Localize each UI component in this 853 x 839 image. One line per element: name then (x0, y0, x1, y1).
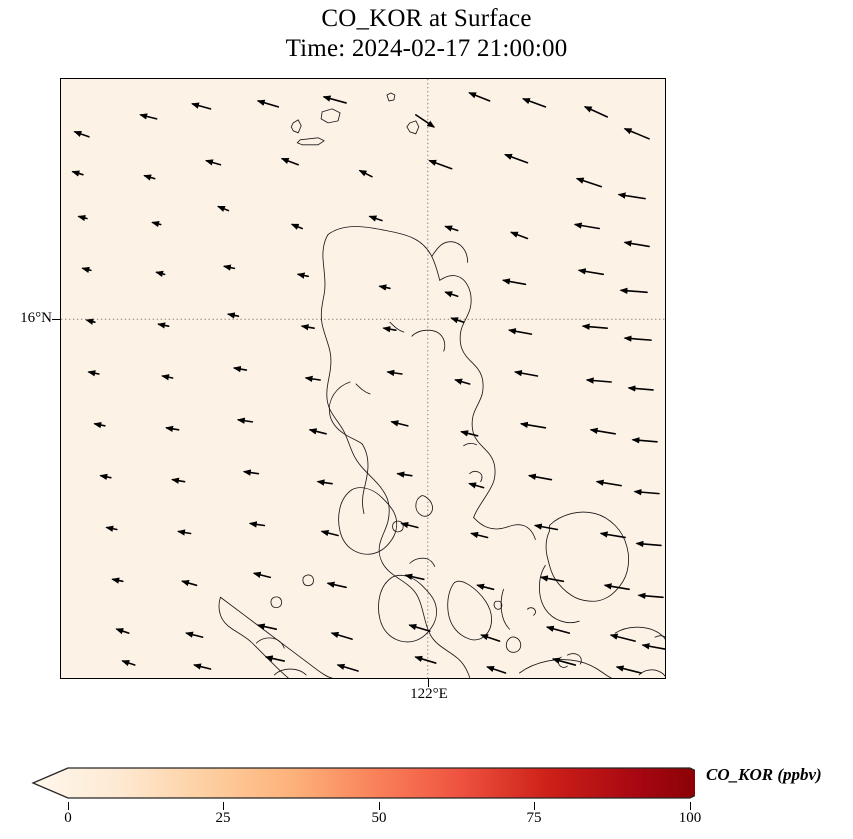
xtick-mark-122e (428, 679, 430, 687)
ytick-label-16n: 16°N (20, 310, 52, 326)
xtick-label-122e: 122°E (410, 686, 448, 702)
wind-vectors (71, 92, 665, 674)
colorbar-tick-mark-100 (690, 802, 692, 810)
colorbar-tick-mark-75 (534, 802, 536, 810)
map-svg (61, 79, 665, 678)
map-plot-area (60, 78, 666, 679)
colorbar-tick-mark-25 (223, 802, 225, 810)
page-title: CO_KOR at Surface (321, 5, 532, 32)
colorbar-tick-mark-0 (68, 802, 70, 810)
ytick-mark-16n (52, 318, 60, 320)
colorbar-tick-label-75: 75 (526, 810, 542, 826)
coastlines (218, 92, 665, 678)
colorbar-tick-label-25: 25 (215, 810, 231, 826)
colorbar-svg (31, 767, 695, 799)
colorbar-tick-mark-50 (379, 802, 381, 810)
colorbar-gradient-bar (31, 767, 695, 799)
chart-title-block: CO_KOR at Surface Time: 2024-02-17 21:00… (0, 4, 853, 63)
gridlines (61, 79, 665, 678)
colorbar: 0 25 50 75 100 (30, 762, 710, 832)
colorbar-tick-label-0: 0 (64, 810, 72, 826)
colorbar-label: CO_KOR (ppbv) (706, 765, 822, 784)
colorbar-tick-label-50: 50 (371, 810, 387, 826)
chart-subtitle: Time: 2024-02-17 21:00:00 (285, 34, 568, 62)
colorbar-tick-label-100: 100 (678, 810, 702, 826)
